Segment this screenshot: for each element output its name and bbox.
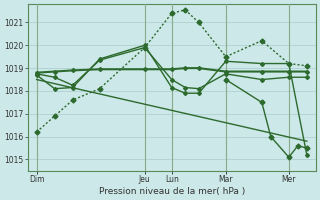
X-axis label: Pression niveau de la mer( hPa ): Pression niveau de la mer( hPa ) bbox=[99, 187, 245, 196]
